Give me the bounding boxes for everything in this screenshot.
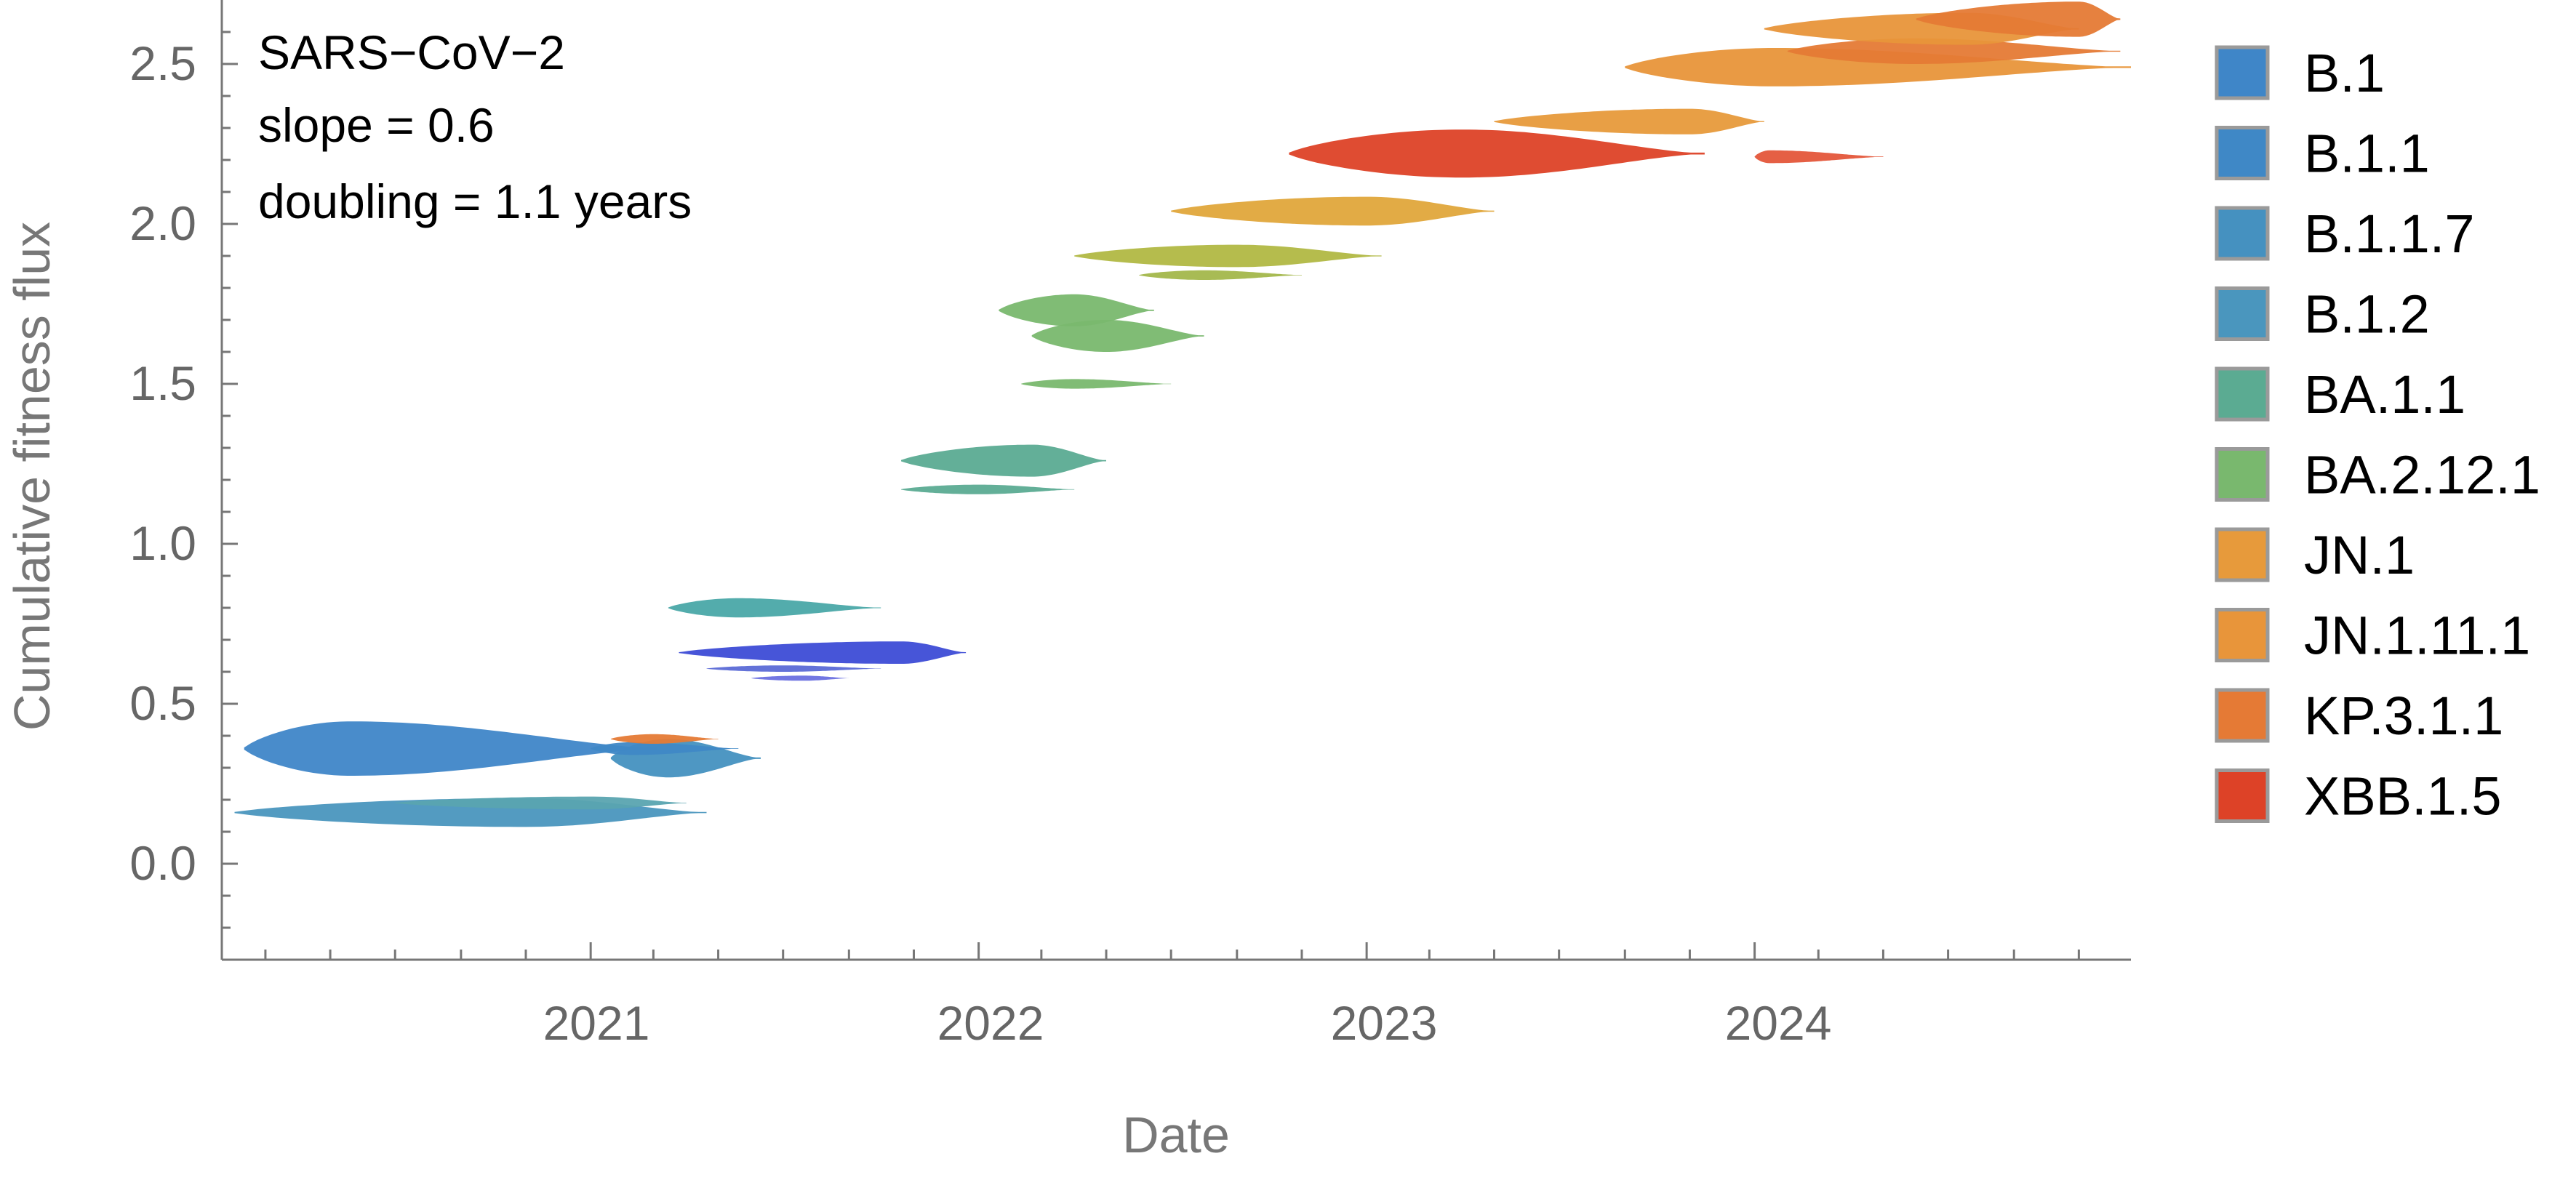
series-4 bbox=[395, 796, 687, 810]
legend-swatch bbox=[2215, 768, 2270, 823]
series-18 bbox=[1289, 129, 1705, 178]
series-10 bbox=[901, 444, 1106, 477]
series-6 bbox=[668, 598, 881, 618]
legend-label: JN.1.11.1 bbox=[2304, 606, 2530, 666]
legend-swatch bbox=[2215, 527, 2270, 582]
series-15 bbox=[1074, 244, 1382, 268]
legend-swatch bbox=[2215, 45, 2270, 100]
y-axis-title: Cumulative fitness flux bbox=[4, 222, 60, 731]
legend-label: B.1.1.7 bbox=[2304, 204, 2475, 264]
x-tick-group bbox=[264, 942, 2080, 960]
annotation-slope: slope = 0.6 bbox=[258, 98, 495, 152]
legend-label: XBB.1.5 bbox=[2304, 766, 2502, 827]
legend-swatch bbox=[2215, 206, 2270, 261]
series-14 bbox=[1021, 379, 1172, 389]
annotation-virus: SARS−CoV−2 bbox=[258, 25, 565, 79]
series-5 bbox=[610, 734, 719, 744]
legend-swatch bbox=[2215, 366, 2270, 422]
legend-label: B.1.2 bbox=[2304, 284, 2430, 345]
annotation-doubling: doubling = 1.1 years bbox=[258, 174, 692, 228]
y-tick-label: 0.5 bbox=[129, 676, 196, 730]
legend-swatch bbox=[2215, 447, 2270, 502]
legend: B.1 B.1.1 B.1.1.7 B.1.2 BA.1.1 BA.2.12.1 JN.1 J… bbox=[2215, 43, 2540, 827]
legend-swatch bbox=[2215, 286, 2270, 341]
series-19 bbox=[1494, 108, 1764, 135]
series-21 bbox=[1625, 48, 2131, 87]
series-7 bbox=[679, 641, 967, 664]
series-24 bbox=[1916, 1, 2121, 37]
x-tick-label: 2022 bbox=[937, 996, 1044, 1050]
series-9 bbox=[751, 675, 849, 681]
y-tick-label: 1.5 bbox=[129, 356, 196, 410]
legend-label: B.1.1 bbox=[2304, 124, 2430, 184]
y-tick-label: 1.0 bbox=[129, 516, 196, 570]
series-8 bbox=[706, 665, 881, 672]
series-16 bbox=[1139, 270, 1302, 280]
legend-label: BA.2.12.1 bbox=[2304, 445, 2540, 505]
series-17 bbox=[1171, 196, 1495, 226]
series-2 bbox=[591, 742, 739, 755]
legend-label: KP.3.1.1 bbox=[2304, 686, 2503, 746]
y-tick-label: 0.0 bbox=[129, 836, 196, 890]
series-11 bbox=[901, 484, 1075, 494]
y-tick-group bbox=[222, 31, 238, 929]
x-tick-label: 2021 bbox=[543, 996, 650, 1050]
series-12 bbox=[999, 294, 1154, 326]
legend-swatch bbox=[2215, 126, 2270, 180]
x-tick-label: 2023 bbox=[1331, 996, 1438, 1050]
x-tick-label: 2024 bbox=[1725, 996, 1832, 1050]
x-axis-title: Date bbox=[1122, 1107, 1230, 1163]
y-tick-label: 2.5 bbox=[129, 36, 196, 90]
y-tick-label: 2.0 bbox=[129, 196, 196, 250]
series-13 bbox=[1031, 320, 1204, 352]
series-20 bbox=[1754, 150, 1884, 164]
legend-label: B.1 bbox=[2304, 43, 2385, 103]
legend-swatch bbox=[2215, 688, 2270, 743]
legend-label: JN.1 bbox=[2304, 525, 2415, 585]
legend-swatch bbox=[2215, 608, 2270, 662]
series-0 bbox=[244, 721, 658, 776]
series-layer bbox=[234, 1, 2131, 827]
series-22 bbox=[1787, 38, 2121, 64]
legend-label: BA.1.1 bbox=[2304, 364, 2465, 425]
